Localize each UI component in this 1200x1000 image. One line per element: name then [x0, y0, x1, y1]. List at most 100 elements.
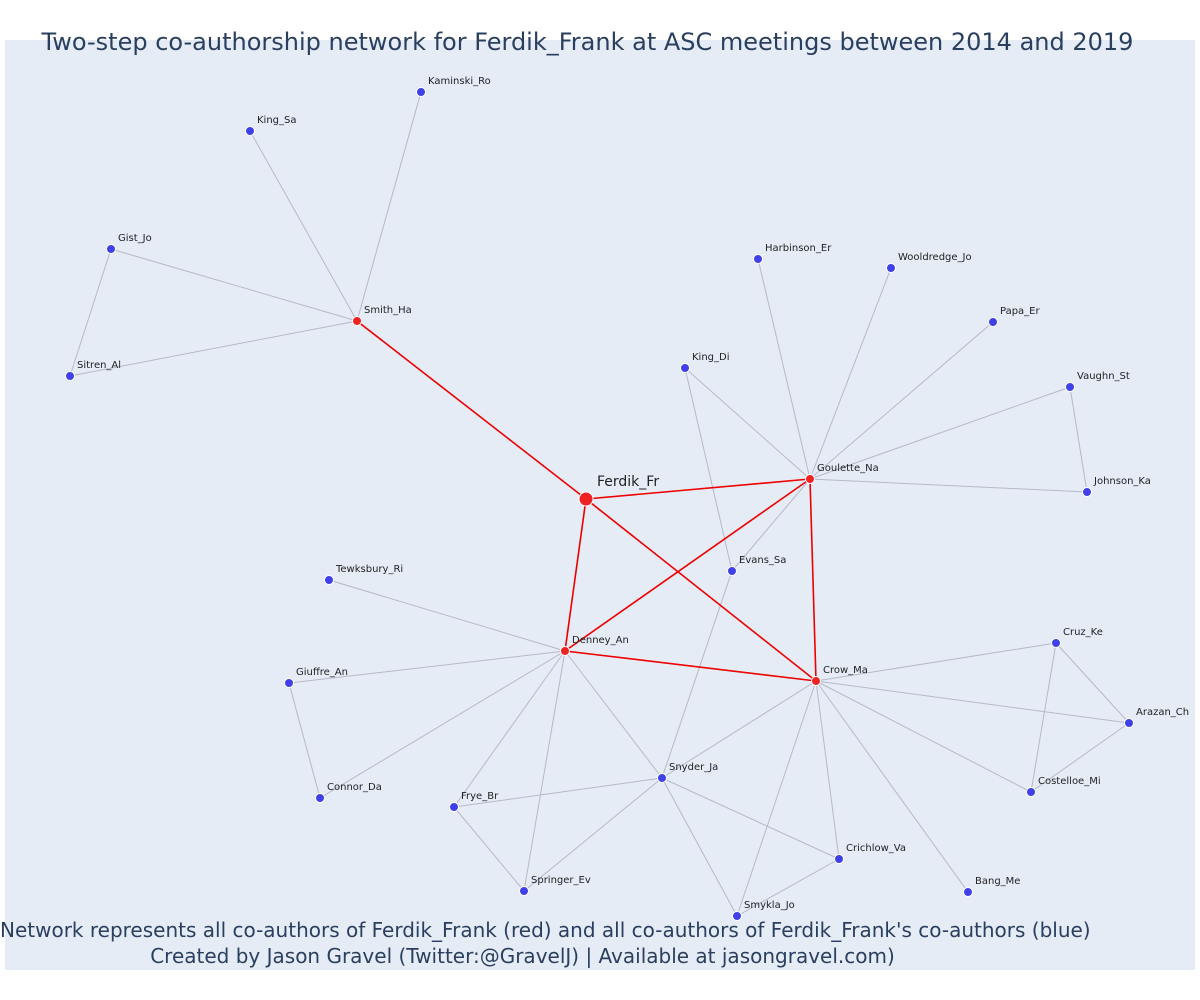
node-label-Vaughn_St: Vaughn_St — [1077, 371, 1130, 382]
node-label-Frye_Br: Frye_Br — [461, 791, 499, 802]
node-Smykla_Jo[interactable] — [732, 911, 742, 921]
node-Crow_Ma[interactable] — [811, 676, 821, 686]
edge-Ferdik_Fr-Goulette_Na — [585, 478, 811, 500]
node-Evans_Sa[interactable] — [727, 566, 737, 576]
edge-Goulette_Na-Harbinson_Er — [757, 258, 811, 480]
edge-Smith_Ha-Gist_Jo — [110, 248, 358, 322]
node-Wooldredge_Jo[interactable] — [886, 263, 896, 273]
node-Springer_Ev[interactable] — [519, 886, 529, 896]
edge-Denney_An-Springer_Ev — [523, 650, 566, 892]
node-label-Snyder_Ja: Snyder_Ja — [669, 762, 718, 773]
node-label-Costelloe_Mi: Costelloe_Mi — [1038, 776, 1101, 787]
red-edges — [356, 320, 817, 682]
nodes — [65, 87, 1134, 921]
node-Ferdik_Fr[interactable] — [578, 491, 594, 507]
edge-Evans_Sa-Snyder_Ja — [661, 570, 733, 779]
node-label-King_Sa: King_Sa — [257, 115, 297, 126]
edge-Frye_Br-Springer_Ev — [453, 806, 525, 892]
node-label-Sitren_Al: Sitren_Al — [77, 360, 121, 371]
edge-Smith_Ha-King_Sa — [249, 130, 358, 322]
edge-Denney_An-Giuffre_An — [288, 650, 566, 684]
node-Goulette_Na[interactable] — [805, 474, 815, 484]
node-Giuffre_An[interactable] — [284, 678, 294, 688]
edge-Giuffre_An-Connor_Da — [288, 682, 321, 799]
edge-Goulette_Na-Denney_An — [564, 478, 811, 652]
edge-Vaughn_St-Johnson_Ka — [1069, 386, 1088, 493]
edge-Goulette_Na-Johnson_Ka — [809, 478, 1088, 493]
node-label-Crichlow_Va: Crichlow_Va — [846, 843, 906, 854]
plot-area — [5, 40, 1195, 970]
edge-Snyder_Ja-Springer_Ev — [523, 777, 663, 892]
node-label-Arazan_Ch: Arazan_Ch — [1136, 707, 1189, 718]
edge-Snyder_Ja-Smykla_Jo — [661, 777, 738, 917]
node-King_Sa[interactable] — [245, 126, 255, 136]
edge-Cruz_Ke-Arazan_Ch — [1055, 642, 1130, 724]
chart-title: Two-step co-authorship network for Ferdi… — [41, 28, 1134, 56]
node-King_Di[interactable] — [680, 363, 690, 373]
edge-Crow_Ma-Costelloe_Mi — [815, 680, 1032, 793]
node-label-Ferdik_Fr: Ferdik_Fr — [597, 474, 659, 490]
edge-Smith_Ha-Kaminski_Ro — [356, 91, 422, 322]
edge-Goulette_Na-Evans_Sa — [731, 478, 811, 572]
edge-Crow_Ma-Arazan_Ch — [815, 680, 1130, 724]
edge-Denney_An-Crow_Ma — [564, 650, 817, 682]
footer-caption: Network represents all co-authors of Fer… — [0, 918, 1091, 942]
node-label-Smykla_Jo: Smykla_Jo — [744, 900, 795, 911]
node-label-Kaminski_Ro: Kaminski_Ro — [428, 76, 491, 87]
node-label-Wooldredge_Jo: Wooldredge_Jo — [898, 252, 972, 263]
node-label-Crow_Ma: Crow_Ma — [823, 665, 868, 676]
node-label-Connor_Da: Connor_Da — [327, 782, 382, 793]
node-label-Evans_Sa: Evans_Sa — [739, 555, 786, 566]
node-label-Springer_Ev: Springer_Ev — [531, 875, 591, 886]
edge-Gist_Jo-Sitren_Al — [69, 248, 112, 377]
node-Tewksbury_Ri[interactable] — [324, 575, 334, 585]
edge-Snyder_Ja-Crichlow_Va — [661, 777, 840, 860]
node-label-Giuffre_An: Giuffre_An — [296, 667, 348, 678]
node-label-Gist_Jo: Gist_Jo — [118, 233, 152, 244]
node-Arazan_Ch[interactable] — [1124, 718, 1134, 728]
node-label-Papa_Er: Papa_Er — [1000, 306, 1041, 317]
node-Snyder_Ja[interactable] — [657, 773, 667, 783]
node-Johnson_Ka[interactable] — [1082, 487, 1092, 497]
node-label-Bang_Me: Bang_Me — [975, 876, 1020, 887]
edge-Denney_An-Connor_Da — [319, 650, 566, 799]
node-Crichlow_Va[interactable] — [834, 854, 844, 864]
edge-Smith_Ha-Sitren_Al — [69, 320, 358, 377]
node-Papa_Er[interactable] — [988, 317, 998, 327]
node-label-Smith_Ha: Smith_Ha — [364, 305, 412, 316]
footer-credit: Created by Jason Gravel (Twitter:@Gravel… — [150, 944, 895, 968]
grey-edges — [69, 91, 1130, 917]
edge-Crichlow_Va-Smykla_Jo — [736, 858, 840, 917]
edge-Snyder_Ja-Frye_Br — [453, 777, 663, 808]
node-Harbinson_Er[interactable] — [753, 254, 763, 264]
node-Vaughn_St[interactable] — [1065, 382, 1075, 392]
node-Cruz_Ke[interactable] — [1051, 638, 1061, 648]
edge-Denney_An-Frye_Br — [453, 650, 566, 808]
node-Denney_An[interactable] — [560, 646, 570, 656]
node-label-Harbinson_Er: Harbinson_Er — [765, 243, 832, 254]
node-label-Cruz_Ke: Cruz_Ke — [1063, 627, 1103, 638]
node-Smith_Ha[interactable] — [352, 316, 362, 326]
node-Costelloe_Mi[interactable] — [1026, 787, 1036, 797]
edge-Cruz_Ke-Costelloe_Mi — [1030, 642, 1057, 793]
edge-Denney_An-Tewksbury_Ri — [328, 579, 566, 652]
node-label-King_Di: King_Di — [692, 352, 730, 363]
edge-Goulette_Na-Papa_Er — [809, 321, 994, 480]
edge-Crow_Ma-Smykla_Jo — [736, 680, 817, 917]
node-Gist_Jo[interactable] — [106, 244, 116, 254]
node-label-Johnson_Ka: Johnson_Ka — [1093, 476, 1151, 487]
node-label-Denney_An: Denney_An — [572, 635, 629, 646]
edge-Goulette_Na-Crow_Ma — [809, 478, 817, 682]
node-label-Tewksbury_Ri: Tewksbury_Ri — [335, 564, 403, 575]
node-Kaminski_Ro[interactable] — [416, 87, 426, 97]
node-Frye_Br[interactable] — [449, 802, 459, 812]
edge-Crow_Ma-Bang_Me — [815, 680, 969, 893]
node-Connor_Da[interactable] — [315, 793, 325, 803]
edge-Ferdik_Fr-Crow_Ma — [585, 498, 817, 682]
node-Sitren_Al[interactable] — [65, 371, 75, 381]
edge-Goulette_Na-King_Di — [684, 367, 811, 480]
edge-Crow_Ma-Crichlow_Va — [815, 680, 840, 860]
edge-Denney_An-Snyder_Ja — [564, 650, 663, 779]
node-Bang_Me[interactable] — [963, 887, 973, 897]
